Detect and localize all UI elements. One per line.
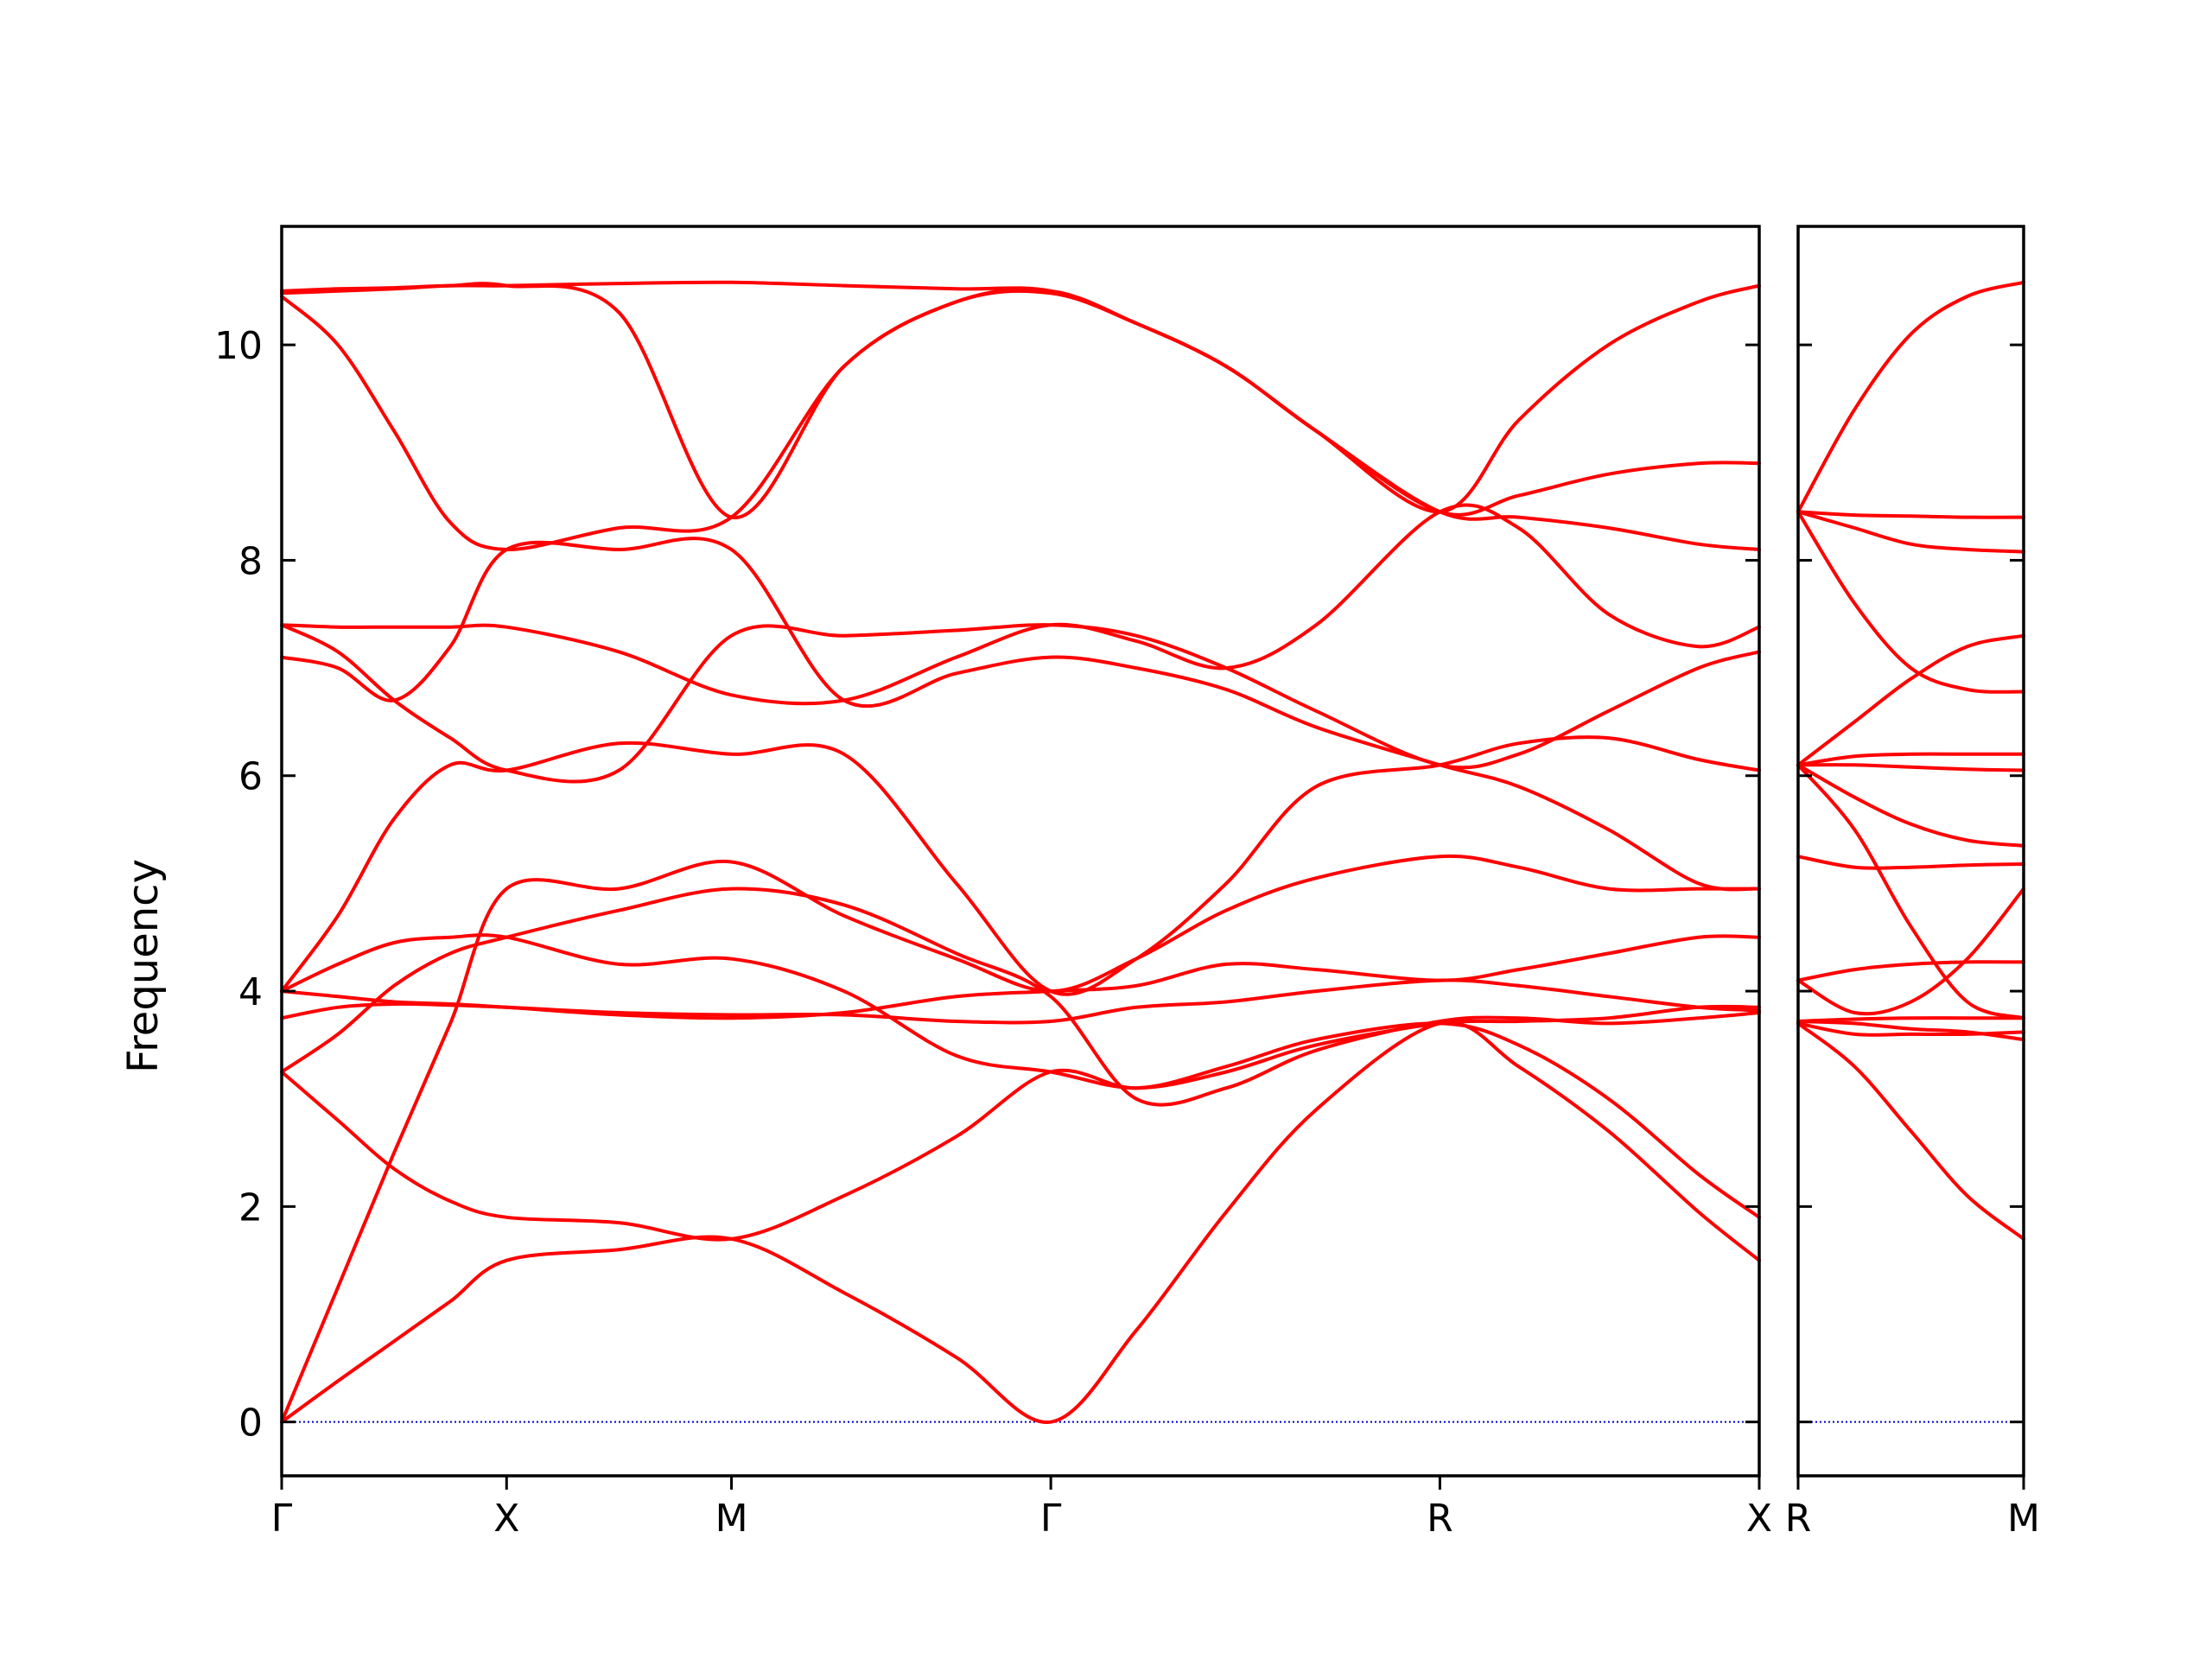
band-branch-1-3 (1796, 1016, 2025, 1023)
band-branch-1-6 (1796, 855, 2025, 870)
band-branch-0-5 (280, 934, 1761, 1020)
band-branch-1-2 (1796, 1020, 2025, 1042)
band-branch-0-2 (280, 1021, 1761, 1242)
band-branch-0-9 (280, 623, 1761, 784)
band-branch-0-13 (280, 280, 1761, 517)
band-branch-1-10 (1796, 763, 2025, 1020)
band-branch-1-12 (1796, 510, 2025, 694)
band-branch-0-10 (280, 503, 1761, 706)
plot-frame (1796, 225, 2025, 1478)
y-tick-label: 6 (238, 755, 263, 799)
x-tick-label-0-3: Γ (1040, 1497, 1062, 1541)
band-branch-0-0 (280, 1020, 1761, 1424)
band-branch-1-7 (1796, 763, 2025, 848)
band-branch-0-7 (280, 933, 1761, 1090)
x-tick-label-0-2: M (715, 1497, 748, 1541)
band-branch-1-13 (1796, 510, 2025, 554)
plot-frame (280, 225, 1761, 1478)
band-branch-1-4 (1796, 960, 2025, 982)
band-branch-0-12 (280, 282, 1761, 551)
band-branch-1-8 (1796, 763, 2025, 772)
y-tick-label: 2 (238, 1185, 263, 1230)
y-axis-title: Frequency (119, 859, 168, 1073)
band-branch-0-11 (280, 283, 1761, 552)
x-tick-label-0-1: X (493, 1497, 519, 1541)
x-tick-label-0-0: Γ (271, 1497, 293, 1541)
y-tick-label: 10 (214, 324, 263, 368)
y-tick-label: 0 (238, 1402, 263, 1446)
x-tick-label-0-4: R (1427, 1497, 1453, 1541)
band-branch-1-5 (1796, 887, 2025, 1016)
band-branch-1-15 (1796, 280, 2025, 514)
band-branch-1-11 (1796, 633, 2025, 767)
y-tick-label: 4 (238, 970, 263, 1014)
band-branch-0-1 (280, 854, 1761, 1424)
band-branch-1-9 (1796, 752, 2025, 767)
band-branch-0-8 (280, 537, 1761, 892)
band-branch-1-14 (1796, 510, 2025, 519)
x-tick-label-1-1: M (2007, 1497, 2040, 1541)
y-tick-label: 8 (238, 539, 263, 583)
x-tick-label-1-0: R (1785, 1497, 1812, 1541)
x-tick-label-0-5: X (1746, 1497, 1772, 1541)
band-branch-1-0 (1796, 1021, 2025, 1241)
band-branch-0-6 (280, 735, 1761, 996)
axes-frames (280, 225, 2025, 1478)
band-branch-0-3 (280, 887, 1761, 1107)
band-lines (280, 280, 2025, 1424)
axis-ticks (280, 343, 2025, 1490)
